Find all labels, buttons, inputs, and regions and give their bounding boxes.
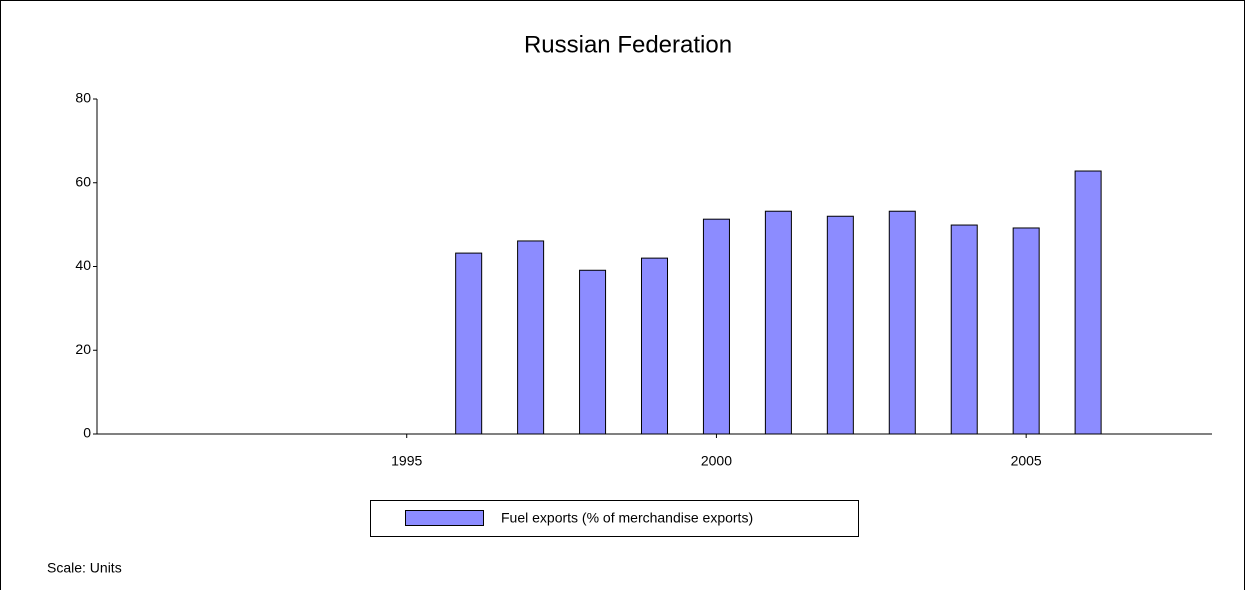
bar xyxy=(640,257,669,435)
scale-note: Scale: Units xyxy=(47,560,122,576)
legend-label: Fuel exports (% of merchandise exports) xyxy=(501,510,753,526)
bar xyxy=(888,210,916,435)
y-tick-label: 40 xyxy=(75,257,91,273)
chart-title: Russian Federation xyxy=(524,31,732,58)
y-tick-label: 0 xyxy=(83,425,91,441)
bar xyxy=(1012,227,1040,435)
legend-swatch xyxy=(405,510,484,526)
y-tick-label: 60 xyxy=(75,173,91,189)
x-tick-label: 2000 xyxy=(701,453,732,469)
bar xyxy=(517,240,545,435)
bar xyxy=(702,218,730,435)
bar xyxy=(455,252,483,435)
bar xyxy=(579,269,607,435)
bar xyxy=(826,215,854,435)
x-tick-label: 2005 xyxy=(1011,453,1042,469)
y-tick-label: 20 xyxy=(75,341,91,357)
x-tick-label: 1995 xyxy=(391,453,422,469)
bar xyxy=(950,224,978,435)
bar xyxy=(764,210,792,435)
bar xyxy=(1074,170,1102,435)
y-tick-label: 80 xyxy=(75,90,91,106)
